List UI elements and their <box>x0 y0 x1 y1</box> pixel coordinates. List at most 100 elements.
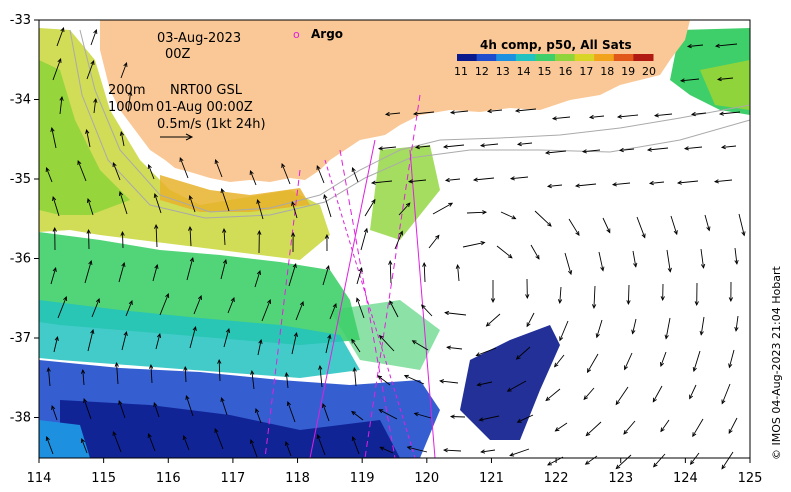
current-vector <box>479 415 500 421</box>
current-vector <box>559 320 569 341</box>
current-vector-head <box>258 338 263 344</box>
colorbar-swatch <box>535 54 556 61</box>
current-vector <box>227 297 235 314</box>
current-vector <box>356 298 365 319</box>
current-vector <box>627 284 630 305</box>
current-vector-head <box>544 150 550 155</box>
colorbar-swatch <box>594 54 615 61</box>
current-vector <box>46 436 54 455</box>
colorbar-label: 20 <box>642 65 656 78</box>
current-vector-head <box>694 301 699 307</box>
current-vector <box>189 226 192 247</box>
current-vector <box>398 202 411 216</box>
current-vector-head <box>509 452 515 457</box>
current-vector <box>670 215 678 235</box>
current-vector <box>93 98 97 114</box>
current-vector <box>564 252 572 275</box>
isobath-1000-label: 1000m <box>108 100 154 115</box>
current-vector <box>582 149 601 153</box>
current-vector-head <box>616 114 622 119</box>
current-vector-head <box>165 293 170 299</box>
current-vector-head <box>93 29 98 35</box>
current-vector-head <box>511 215 517 220</box>
current-vector-head <box>90 328 95 335</box>
current-vector-head <box>86 228 91 234</box>
current-vector <box>87 198 94 216</box>
current-vector-head <box>646 147 652 152</box>
current-vector <box>364 199 376 217</box>
current-vector <box>534 210 552 227</box>
current-vector-head <box>442 448 448 453</box>
current-vector-head <box>214 428 219 434</box>
current-vector <box>360 228 368 251</box>
current-vector-head <box>728 429 733 435</box>
current-vector <box>715 43 738 47</box>
current-vector-head <box>506 387 512 392</box>
current-vector-head <box>641 233 646 239</box>
current-vector-head <box>611 182 617 187</box>
current-vector-head <box>50 126 55 132</box>
current-vector <box>559 286 562 303</box>
current-vector-head <box>407 179 413 184</box>
current-vector <box>509 448 530 457</box>
current-vector-head <box>214 159 219 165</box>
colorbar-label: 18 <box>600 65 614 78</box>
current-vector-head <box>626 300 631 306</box>
product-time-label: 01-Aug 00:00Z <box>156 100 253 115</box>
current-vector <box>583 387 595 400</box>
current-vector-head <box>45 167 50 173</box>
current-vector-head <box>673 230 678 236</box>
current-vector <box>408 179 427 183</box>
current-vector <box>691 112 707 115</box>
current-vector-head <box>299 301 304 307</box>
current-vector <box>257 199 264 220</box>
current-vector-head <box>324 233 330 239</box>
current-vector <box>316 165 325 184</box>
current-vector <box>281 163 291 185</box>
current-vector-head <box>52 196 57 202</box>
current-vector <box>125 300 133 317</box>
current-vector <box>325 334 331 354</box>
lon-tick-label: 121 <box>479 471 504 486</box>
current-vector <box>221 188 230 212</box>
current-vector <box>86 60 95 80</box>
current-vector <box>596 319 603 338</box>
current-vector-head <box>249 170 254 176</box>
current-vector <box>251 370 255 390</box>
current-vector <box>721 383 731 404</box>
lon-tick-label: 115 <box>91 471 116 486</box>
latitude-axis: -33 -34 -35 -36 -37 -38 <box>10 13 39 426</box>
current-vector-head <box>351 167 356 173</box>
current-vector <box>352 436 360 455</box>
current-vector <box>371 180 393 184</box>
current-vector-head <box>676 180 682 185</box>
current-vector-head <box>255 408 260 414</box>
current-vector-head <box>54 335 59 342</box>
current-vector <box>120 131 125 147</box>
colorbar-label: 12 <box>475 65 489 78</box>
current-vector-head <box>256 199 261 205</box>
current-vector-head <box>586 368 592 374</box>
argo-tracks <box>264 94 436 459</box>
current-vector <box>652 385 663 402</box>
current-vector <box>704 214 710 231</box>
current-vector-head <box>714 43 720 48</box>
current-vector <box>440 380 459 384</box>
current-vector <box>323 194 332 218</box>
current-vector <box>185 395 194 417</box>
current-vector <box>500 211 516 220</box>
current-vector <box>477 381 493 386</box>
current-vector-head <box>128 90 133 96</box>
current-vector <box>214 428 224 450</box>
current-vector-head <box>154 223 159 229</box>
colorbar-label: 17 <box>579 65 593 78</box>
current-vector <box>414 412 432 419</box>
current-vector <box>555 422 568 432</box>
current-vector <box>700 316 705 335</box>
product-label: NRT00 GSL <box>170 83 243 98</box>
current-vector <box>91 298 100 318</box>
current-vector-head <box>114 361 119 367</box>
current-vector-head <box>446 345 452 350</box>
current-vector <box>52 196 60 217</box>
current-vector-head <box>156 332 162 339</box>
